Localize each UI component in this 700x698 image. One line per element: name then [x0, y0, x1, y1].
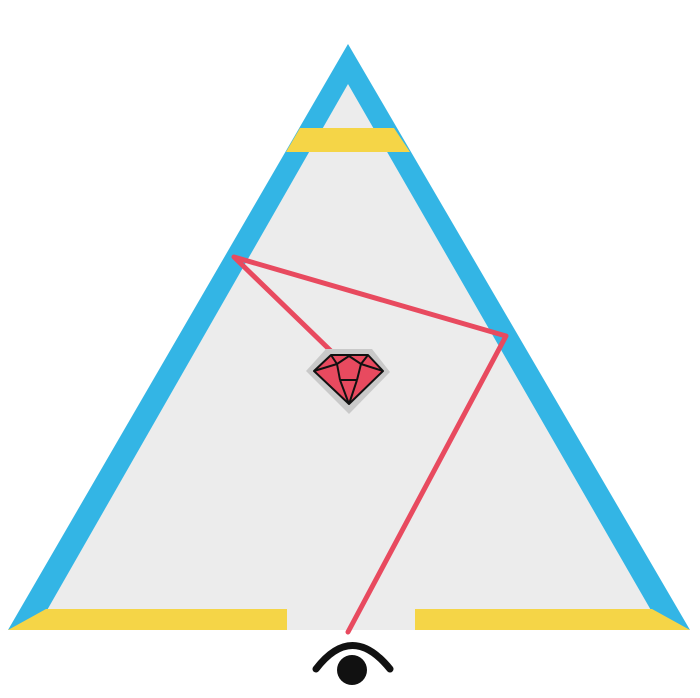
eye-icon — [312, 642, 394, 685]
mirror-walls — [8, 44, 690, 630]
eye-lid — [312, 642, 394, 673]
eye-pupil — [337, 655, 367, 685]
gem-facets — [313, 354, 384, 405]
gem-icon — [306, 349, 390, 414]
bottom-right-opening — [415, 609, 690, 630]
light-ray — [231, 254, 509, 635]
bottom-left-opening — [8, 609, 287, 630]
mirror-wall-right — [348, 44, 690, 630]
triangle-interior — [8, 44, 690, 630]
mirror-wall-left — [8, 44, 348, 630]
openings — [8, 128, 690, 630]
top-opening — [286, 128, 410, 152]
